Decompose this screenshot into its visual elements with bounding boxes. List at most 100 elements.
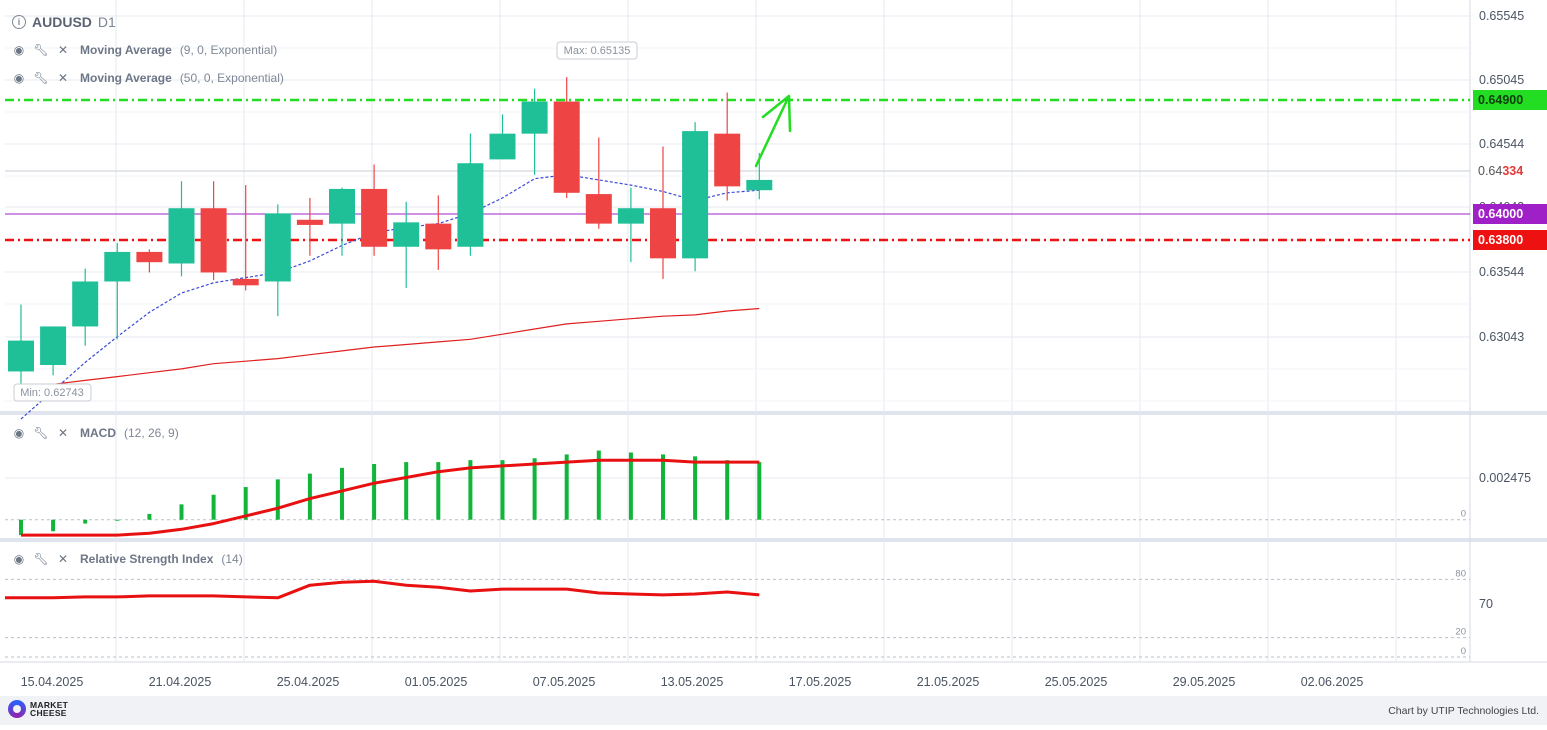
candle-body — [393, 222, 420, 247]
symbol-name: AUDUSD — [32, 14, 92, 30]
annotations: Max: 0.65135 Min: 0.62743 — [13, 41, 792, 402]
candle-body — [361, 188, 388, 247]
max-price-annotation: Max: 0.65135 — [556, 41, 638, 60]
indicator-params: (14) — [221, 552, 243, 566]
indicator-name: Relative Strength Index — [80, 552, 214, 566]
brand-line1: MARKET — [30, 700, 69, 710]
price-level-tag: 0.63800 — [1473, 230, 1547, 250]
axes: 15.04.2025 21.04.2025 25.04.2025 01.05.2025… — [21, 9, 1525, 689]
x-tick-label: 17.05.2025 — [789, 675, 852, 689]
close-icon[interactable]: ✕ — [57, 426, 69, 440]
x-tick-label: 21.04.2025 — [149, 675, 212, 689]
candle-body — [650, 208, 676, 259]
arrow-head — [761, 94, 792, 133]
macd-histogram-bar — [115, 519, 120, 521]
candle-body — [425, 223, 452, 250]
macd-histogram-bar — [372, 464, 377, 520]
eye-icon[interactable]: ◉ — [13, 71, 25, 85]
eye-icon[interactable]: ◉ — [13, 43, 25, 57]
candle-body — [489, 133, 516, 160]
current-price-tail: 334 — [1502, 164, 1524, 178]
rsi-level-label: 20 — [1455, 627, 1466, 638]
min-label-box — [13, 383, 92, 402]
x-tick-label: 02.06.2025 — [1301, 675, 1364, 689]
macd-histogram-bar — [500, 460, 505, 520]
macd-histogram-bar — [51, 519, 56, 532]
candle-body — [329, 188, 355, 224]
eye-icon[interactable]: ◉ — [13, 552, 25, 566]
timeframe[interactable]: D1 — [97, 14, 116, 30]
macd-pane: 0 0.002475 — [5, 450, 1531, 537]
wrench-icon[interactable]: 🔧︎ — [33, 552, 49, 566]
price-tick-label: 0.65045 — [1479, 73, 1524, 87]
macd-histogram-bar — [179, 504, 184, 520]
indicator-params: (9, 0, Exponential) — [179, 43, 278, 57]
price-tick-label: 0.65545 — [1479, 9, 1524, 23]
close-icon[interactable]: ✕ — [57, 552, 69, 566]
close-icon[interactable]: ✕ — [57, 71, 69, 85]
macd-histogram-bar — [83, 519, 88, 524]
x-tick-label: 13.05.2025 — [661, 675, 724, 689]
candles — [8, 77, 773, 399]
macd-histogram-bar — [628, 452, 633, 520]
macd-histogram-bar — [404, 462, 409, 520]
x-tick-label: 15.04.2025 — [21, 675, 84, 689]
symbol-header: i AUDUSD D1 — [12, 14, 116, 30]
macd-histogram-bar — [243, 487, 248, 520]
price-tick-label: 0.63544 — [1479, 265, 1524, 279]
candle-body — [682, 131, 709, 259]
rsi-pane: 80 20 0 70 — [5, 568, 1493, 658]
eye-icon[interactable]: ◉ — [13, 426, 25, 440]
candle-body — [264, 213, 291, 282]
macd-histogram-bar — [436, 462, 441, 520]
wrench-icon[interactable]: 🔧︎ — [33, 71, 49, 85]
candle-body — [296, 219, 323, 225]
logo-icon — [8, 700, 26, 718]
x-tick-label: 29.05.2025 — [1173, 675, 1236, 689]
pane-separator — [0, 538, 1547, 542]
pane-separator — [0, 411, 1547, 415]
candle-body — [457, 163, 484, 247]
indicator-params: (50, 0, Exponential) — [179, 71, 284, 85]
logo-text: MARKET CHEESE — [30, 700, 69, 718]
max-label-text: Max: 0.65135 — [564, 45, 631, 57]
price-level-tag: 0.64900 — [1473, 90, 1547, 110]
indicator-name: Moving Average — [80, 43, 172, 57]
candle-body — [746, 179, 773, 191]
macd-histogram-bar — [596, 450, 601, 520]
x-tick-label: 25.04.2025 — [277, 675, 340, 689]
legend-rsi: ◉ 🔧︎ ✕ Relative Strength Index (14) — [10, 549, 243, 569]
info-icon[interactable]: i — [12, 15, 26, 29]
legend-ma-fast: ◉ 🔧︎ ✕ Moving Average (9, 0, Exponential… — [10, 40, 277, 60]
candle-body — [521, 101, 548, 134]
candle-body — [200, 208, 227, 273]
arrow-shaft — [754, 96, 790, 168]
rsi-tick-label: 70 — [1479, 597, 1493, 611]
footer — [0, 696, 1547, 725]
current-price-head: 0.64 — [1478, 164, 1503, 178]
candle-body — [585, 194, 612, 224]
moving-averages — [20, 174, 760, 420]
candle-body — [168, 208, 195, 264]
candle-body — [8, 340, 34, 372]
candle-body — [617, 208, 644, 224]
max-label-box — [556, 41, 638, 60]
indicator-name: MACD — [80, 426, 116, 440]
macd-histogram-bar — [532, 458, 537, 520]
x-tick-label: 21.05.2025 — [917, 675, 980, 689]
wrench-icon[interactable]: 🔧︎ — [33, 43, 49, 57]
candle-body — [714, 133, 741, 187]
macd-histogram-bar — [211, 494, 216, 520]
wrench-icon[interactable]: 🔧︎ — [33, 426, 49, 440]
ema-9-line — [20, 174, 760, 420]
macd-tick-label: 0.002475 — [1479, 471, 1531, 485]
rsi-level-label: 80 — [1455, 568, 1466, 579]
price-tick-label: 0.64544 — [1479, 137, 1524, 151]
candle-body — [40, 326, 67, 366]
price-tick-label: 0.63043 — [1479, 330, 1524, 344]
macd-histogram-bar — [725, 460, 730, 520]
candle-body — [104, 251, 131, 282]
close-icon[interactable]: ✕ — [57, 43, 69, 57]
